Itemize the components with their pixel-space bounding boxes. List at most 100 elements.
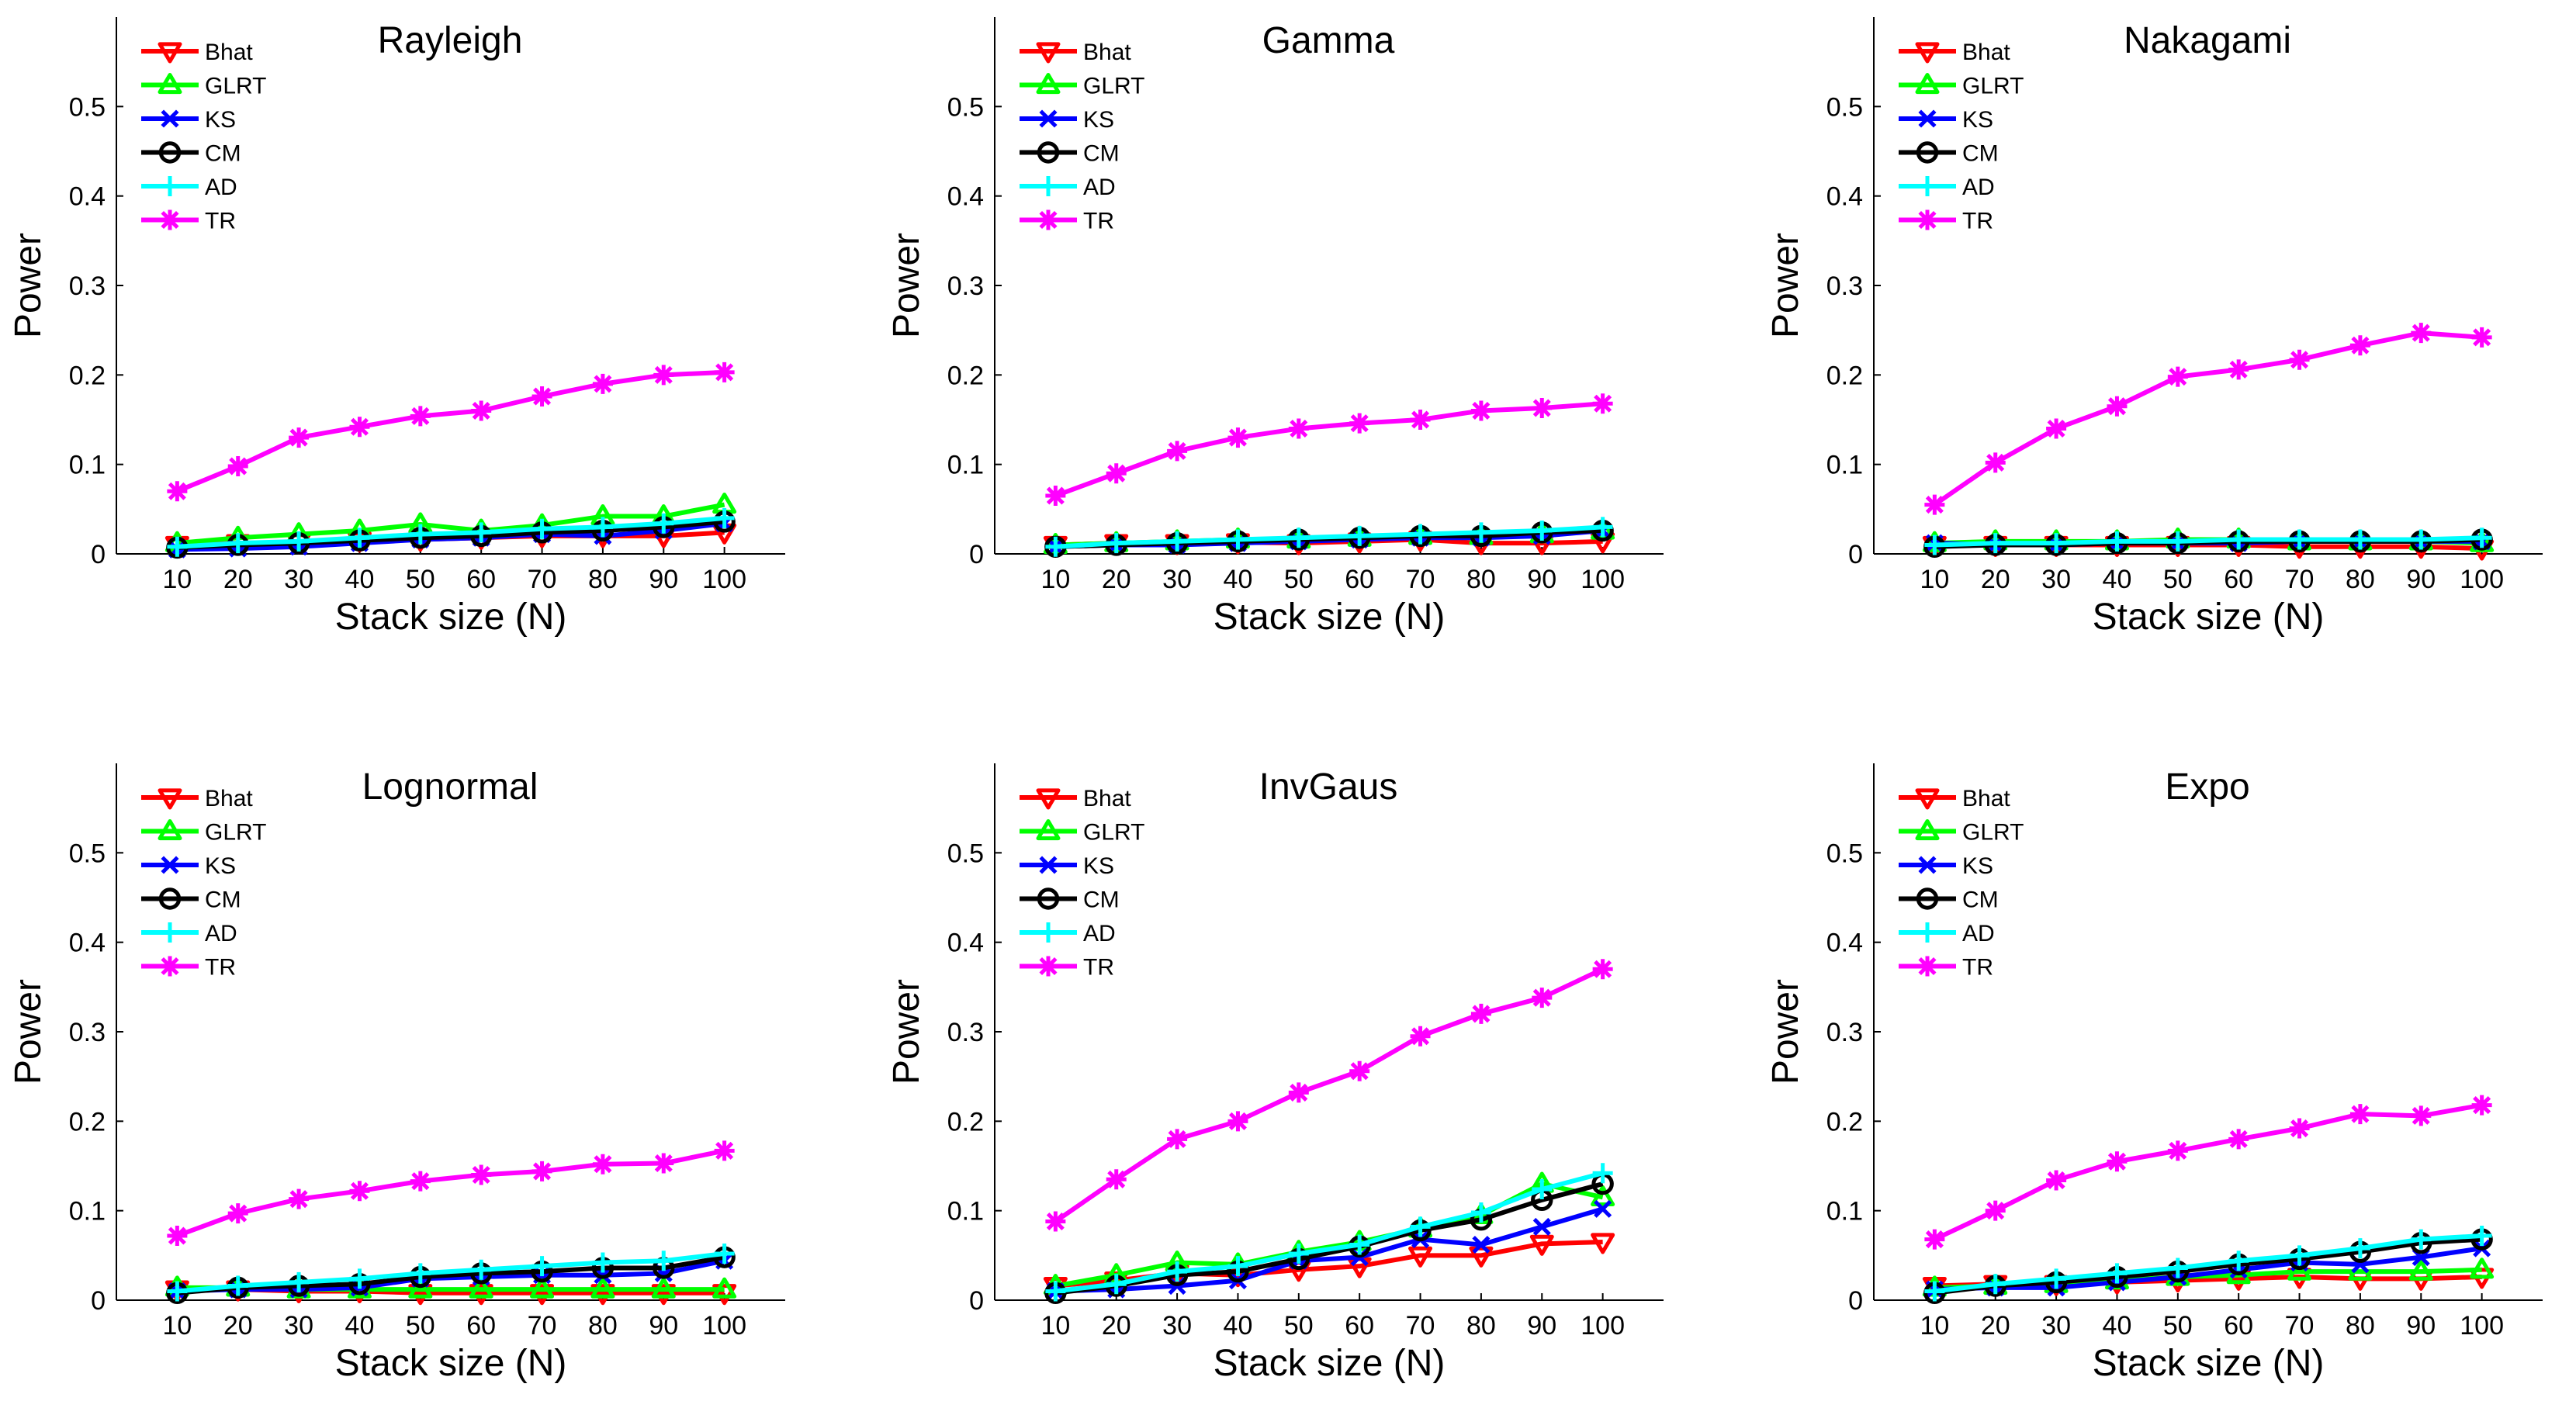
legend-entry-label: KS	[205, 853, 236, 879]
x-tick-label: 30	[284, 565, 313, 594]
data-point	[410, 1263, 431, 1284]
data-point	[653, 1251, 674, 1271]
series-ad	[167, 1244, 735, 1302]
data-point	[2411, 1229, 2432, 1250]
data-point	[1592, 959, 1613, 980]
data-point	[1167, 531, 1188, 552]
data-point	[1106, 463, 1127, 484]
legend-swatch-marker	[160, 209, 180, 230]
x-tick-label: 60	[2224, 565, 2253, 594]
data-point	[1410, 524, 1431, 545]
legend-entry-label: CM	[1083, 887, 1120, 913]
legend-swatch-marker	[1917, 922, 1937, 943]
data-point	[471, 522, 492, 543]
legend-entry-label: CM	[1962, 141, 1999, 167]
series-line	[176, 1148, 725, 1238]
data-point	[1469, 1246, 1494, 1268]
data-point	[349, 1181, 370, 1202]
y-axis-label: Power	[1765, 233, 1806, 338]
legend-entry-label: Bhat	[205, 40, 253, 65]
legend-swatch-marker	[158, 887, 182, 910]
x-tick-label: 10	[1920, 565, 1949, 594]
x-tick-label: 20	[223, 1311, 253, 1341]
legend-swatch-marker	[1916, 887, 1939, 910]
data-point	[1591, 1185, 1615, 1206]
data-point	[653, 1153, 674, 1174]
panel-invgaus: 0 0.1 0.2 0.3 0.4 0.5 10 20 30 40 50 60 70 80 90 100 Sta…	[886, 763, 1664, 1384]
data-point	[714, 1140, 735, 1161]
series-line	[1055, 1171, 1604, 1294]
data-point	[1349, 1234, 1370, 1255]
data-point	[1349, 525, 1370, 546]
data-point	[1591, 1233, 1615, 1254]
data-point	[2349, 335, 2370, 356]
data-point	[2471, 1095, 2492, 1116]
data-point	[712, 1284, 737, 1306]
legend-entry-label: AD	[1083, 921, 1116, 946]
x-tick-label: 40	[2103, 565, 2132, 594]
legend-entry-label: GLRT	[205, 820, 266, 846]
data-point	[592, 1252, 613, 1273]
y-tick-label: 0.3	[1826, 272, 1863, 301]
data-point	[471, 400, 492, 421]
x-tick-label: 60	[1345, 1311, 1374, 1341]
x-axis-label: Stack size (N)	[1214, 1343, 1446, 1384]
data-point	[1594, 1199, 1612, 1218]
legend-entry-label: GLRT	[205, 74, 266, 99]
legend-swatch-marker	[158, 788, 182, 810]
data-point	[1985, 1274, 2006, 1295]
panel-gamma: 0 0.1 0.2 0.3 0.4 0.5 10 20 30 40 50 60 70 80 90 100 Sta…	[886, 17, 1664, 638]
data-point	[167, 481, 188, 502]
data-point	[1227, 529, 1248, 550]
data-point	[1227, 1256, 1248, 1277]
legend-swatch-marker	[1037, 141, 1060, 164]
series-line	[177, 1251, 725, 1294]
legend-entry-label: AD	[1083, 175, 1116, 200]
legend-swatch-marker	[1915, 819, 1940, 841]
data-point	[530, 1284, 555, 1306]
series-line	[1934, 535, 2482, 548]
data-point	[590, 1284, 615, 1306]
x-tick-label: 40	[1224, 1311, 1253, 1341]
x-axis-label: Stack size (N)	[2093, 597, 2325, 638]
x-tick-label: 20	[1102, 565, 1131, 594]
data-point	[1470, 1003, 1491, 1024]
y-tick-label: 0.4	[1826, 182, 1863, 212]
data-point	[2349, 1238, 2370, 1259]
legend-swatch-marker	[161, 856, 179, 874]
data-point	[1985, 452, 2006, 473]
chart-title: InvGaus	[1259, 766, 1398, 808]
legend-entry-label: TR	[1962, 955, 1993, 981]
data-point	[2046, 1170, 2067, 1191]
data-point	[2228, 529, 2249, 550]
x-tick-label: 90	[649, 565, 678, 594]
data-point	[2107, 1151, 2128, 1172]
series-line	[1934, 1102, 2483, 1242]
legend-entry-label: TR	[1083, 209, 1114, 234]
y-axis-label: Power	[8, 233, 49, 338]
x-tick-label: 50	[406, 565, 435, 594]
y-tick-label: 0.4	[947, 929, 984, 958]
data-point	[1167, 441, 1188, 462]
data-point	[2289, 1118, 2310, 1139]
chart-title: Nakagami	[2124, 20, 2291, 61]
data-point	[651, 1284, 676, 1306]
x-tick-label: 40	[345, 565, 375, 594]
x-tick-label: 20	[223, 565, 253, 594]
data-point	[1106, 1274, 1127, 1295]
data-point	[712, 1277, 737, 1299]
legend-swatch-marker	[158, 73, 182, 95]
y-tick-label: 0.5	[947, 92, 984, 122]
data-point	[651, 1277, 676, 1299]
data-point	[1592, 393, 1613, 414]
x-tick-label: 80	[1466, 1311, 1496, 1341]
series-line	[177, 1258, 725, 1294]
chart-title: Rayleigh	[378, 20, 523, 61]
y-tick-label: 0.1	[947, 1197, 984, 1226]
data-point	[531, 1256, 552, 1277]
x-axis-label: Stack size (N)	[335, 1343, 567, 1384]
data-point	[2107, 1263, 2128, 1284]
data-point	[1924, 1281, 1945, 1302]
y-tick-label: 0.3	[947, 272, 984, 301]
